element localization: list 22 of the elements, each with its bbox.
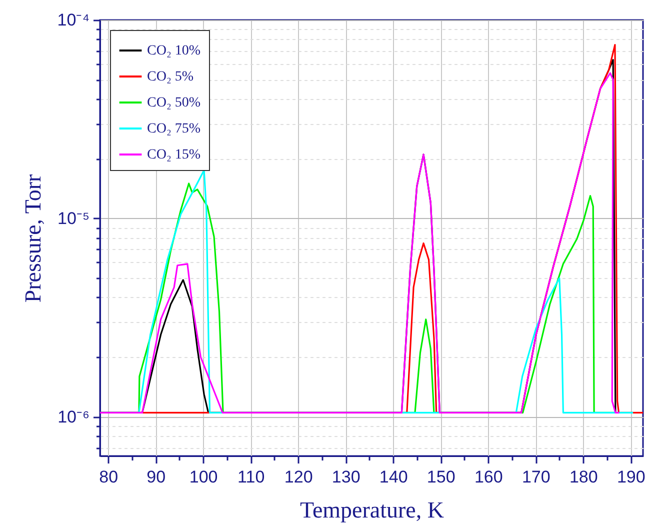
x-tick-label: 150	[426, 468, 456, 486]
legend-label: CO₂ 15%	[147, 148, 201, 162]
x-tick-label: 120	[284, 468, 313, 486]
legend-label: CO₂ 75%	[147, 122, 201, 136]
y-tick-label: 10⁻⁶	[58, 407, 90, 426]
x-tick-label: 170	[522, 468, 550, 486]
x-tick-label: 160	[474, 468, 503, 486]
x-tick-label: 140	[379, 468, 408, 486]
x-axis-title: Temperature, K	[300, 498, 444, 522]
legend-label: CO₂ 10%	[147, 44, 201, 58]
x-tick-label: 80	[99, 468, 118, 486]
legend-label: CO₂ 50%	[147, 96, 201, 110]
x-tick-label: 130	[332, 468, 360, 486]
legend-label: CO₂ 5%	[147, 70, 194, 84]
x-tick-label: 180	[569, 468, 598, 486]
x-tick-label: 190	[616, 468, 646, 486]
x-tick-label: 90	[146, 468, 166, 486]
y-tick-label: 10⁻⁵	[58, 208, 90, 228]
y-axis-title: Pressure, Torr	[20, 174, 46, 303]
x-tick-label: 100	[189, 468, 218, 486]
y-tick-label: 10⁻⁴	[57, 10, 90, 30]
x-tick-label: 110	[238, 468, 265, 486]
